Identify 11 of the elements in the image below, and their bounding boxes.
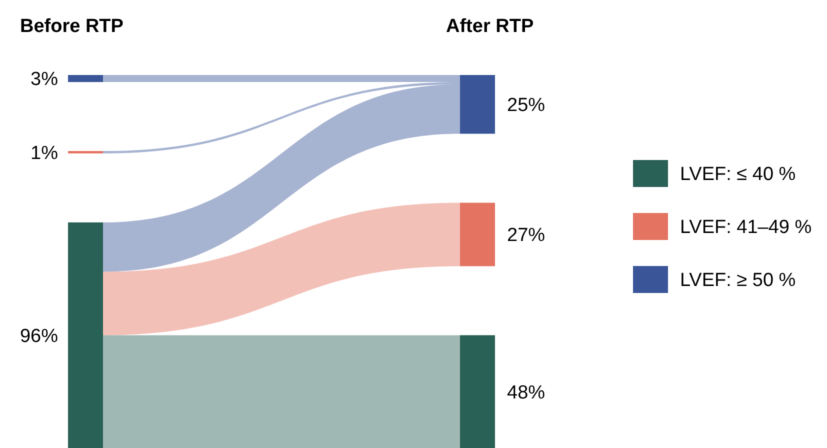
data-label: 3% bbox=[30, 69, 58, 90]
category-label: Before RTP bbox=[20, 16, 124, 37]
legend-label: LVEF: ≤ 40 % bbox=[680, 164, 796, 186]
data-label: 1% bbox=[30, 142, 58, 164]
category-label: After RTP bbox=[446, 16, 534, 37]
data-label: 96% bbox=[20, 326, 58, 347]
data-label: 48% bbox=[507, 382, 546, 404]
data-label: 27% bbox=[507, 225, 546, 246]
data-label: 25% bbox=[507, 95, 546, 116]
legend-label: LVEF: 41–49 % bbox=[680, 217, 812, 238]
legend-label: LVEF: ≥ 50 % bbox=[680, 270, 796, 292]
